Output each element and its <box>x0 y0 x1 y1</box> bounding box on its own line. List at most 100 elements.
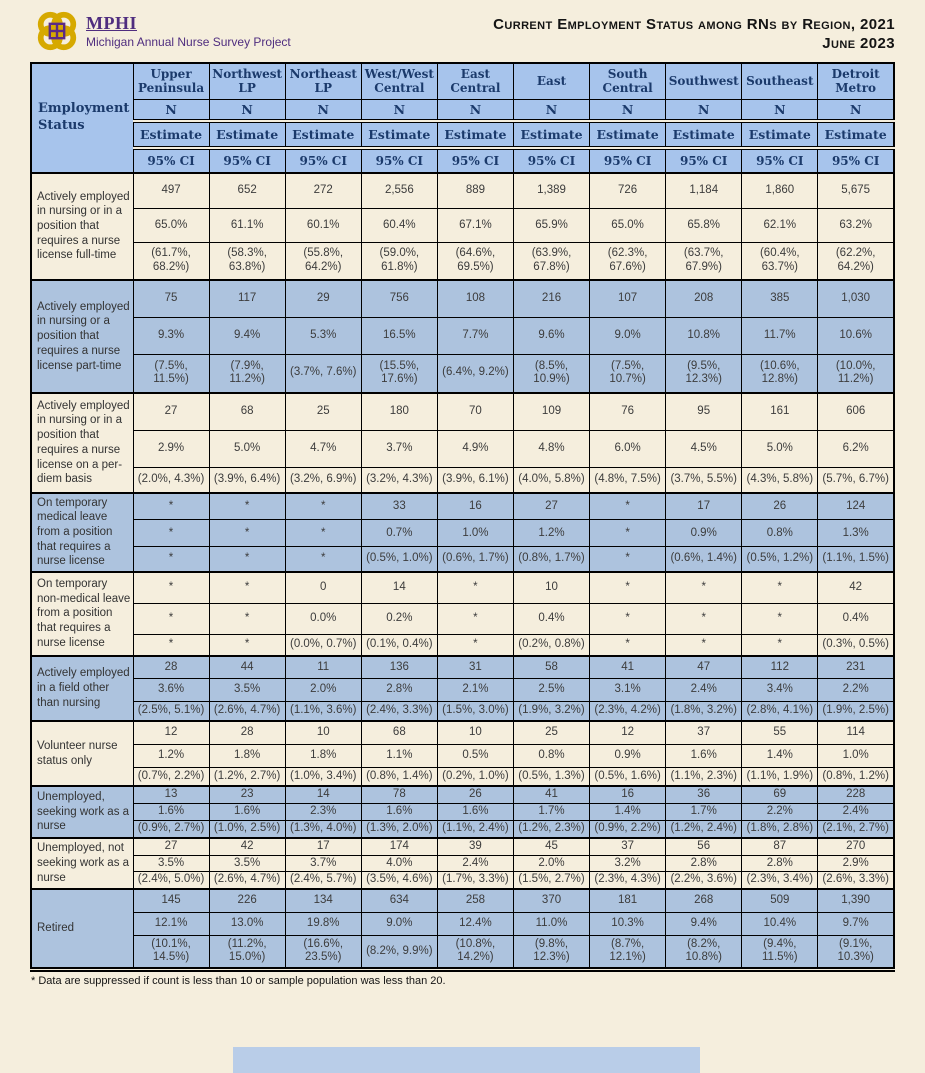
ci-cell: (0.5%, 1.2%) <box>741 546 819 573</box>
ci-cell: (2.1%, 2.7%) <box>817 819 895 839</box>
estimate-header: Estimate <box>436 120 514 150</box>
n-header: N <box>360 98 438 123</box>
n-cell: 95 <box>665 392 743 431</box>
ci-cell: (7.9%, 11.2%) <box>208 353 286 394</box>
estimate-cell: 9.6% <box>512 316 591 355</box>
header-region-row: Employment Status Upper Peninsula Northwes… <box>30 62 895 174</box>
estimate-cell: 2.3% <box>284 803 362 821</box>
estimate-cell: 4.9% <box>436 429 514 468</box>
estimate-cell: 1.6% <box>436 803 514 821</box>
report-title: Current Employment Status among RNs by R… <box>493 16 895 54</box>
n-cell: 70 <box>436 392 514 431</box>
ci-cell: (2.6%, 4.7%) <box>208 871 286 890</box>
estimate-cell: 0.5% <box>436 743 514 768</box>
table-row: On temporary medical leave from a positi… <box>30 491 895 573</box>
estimate-cell: 61.1% <box>208 207 286 244</box>
n-cell: 14 <box>360 571 438 604</box>
n-cell: * <box>589 571 667 604</box>
n-cell: 69 <box>741 785 819 805</box>
n-cell: * <box>284 491 362 521</box>
title-line-2: June 2023 <box>822 34 895 52</box>
estimate-cell: 1.0% <box>436 519 514 548</box>
n-cell: 10 <box>436 719 514 745</box>
brand-block: MPHI Michigan Annual Nurse Survey Projec… <box>30 8 291 59</box>
region-header: South Central <box>589 62 667 100</box>
estimate-cell: 0.4% <box>512 602 591 635</box>
header-estimate-row: Estimate Estimate Estimate Estimate Estimate… <box>31 120 895 150</box>
table-row: 3.5% 3.5% 3.7% 4.0% 2.4% 2.0% 3.2% 2.8% 2.8% 2.9% <box>31 854 895 873</box>
n-cell: 33 <box>360 491 438 521</box>
n-header: N <box>817 98 895 123</box>
estimate-cell: 3.5% <box>208 854 286 873</box>
n-cell: 17 <box>284 836 362 856</box>
estimate-cell: 10.3% <box>589 911 667 936</box>
region-header: Northeast LP <box>284 62 362 100</box>
estimate-cell: 16.5% <box>360 316 438 355</box>
estimate-cell: 13.0% <box>208 911 286 936</box>
estimate-cell: 2.4% <box>436 854 514 873</box>
estimate-cell: 67.1% <box>436 207 514 244</box>
table-row: (7.5%, 11.5%) (7.9%, 11.2%) (3.7%, 7.6%) (1… <box>31 353 895 394</box>
region-header: Northwest LP <box>208 62 286 100</box>
ci-cell: (11.2%, 15.0%) <box>208 934 286 971</box>
estimate-header: Estimate <box>208 120 286 150</box>
region-header: Detroit Metro <box>817 62 895 100</box>
estimate-cell: 2.0% <box>284 678 362 703</box>
n-cell: 180 <box>360 392 438 431</box>
n-cell: 75 <box>132 278 210 318</box>
table-row: Actively employed in a field other than … <box>30 654 895 722</box>
n-cell: 385 <box>741 278 819 318</box>
ci-header: 95% CI <box>132 147 210 174</box>
estimate-cell: * <box>208 602 286 635</box>
estimate-cell: 9.4% <box>665 911 743 936</box>
row-label: Actively employed in nursing or in a pos… <box>30 392 134 494</box>
estimate-cell: 7.7% <box>436 316 514 355</box>
estimate-cell: 4.5% <box>665 429 743 468</box>
ci-cell: (62.3%, 67.6%) <box>589 242 667 281</box>
n-cell: 58 <box>512 654 591 680</box>
estimate-cell: 6.0% <box>589 429 667 468</box>
n-cell: 41 <box>589 654 667 680</box>
n-cell: 39 <box>436 836 514 856</box>
n-cell: 216 <box>512 278 591 318</box>
ci-cell: (1.0%, 2.5%) <box>208 819 286 839</box>
ci-cell: (59.0%, 61.8%) <box>360 242 438 281</box>
n-cell: 10 <box>512 571 591 604</box>
estimate-cell: 3.5% <box>132 854 210 873</box>
n-cell: 1,184 <box>665 171 743 209</box>
table-row: 65.0% 61.1% 60.1% 60.4% 67.1% 65.9% 65.0% 65.8%… <box>31 207 895 244</box>
ci-cell: (4.0%, 5.8%) <box>512 466 591 494</box>
table-row: (2.5%, 5.1%) (2.6%, 4.7%) (1.1%, 3.6%) (2.4… <box>31 701 895 722</box>
ci-cell: (1.3%, 2.0%) <box>360 819 438 839</box>
n-cell: 26 <box>436 785 514 805</box>
ci-cell: (8.2%, 10.8%) <box>665 934 743 971</box>
table-row: Volunteer nurse status only 12 28 10 68 10 25 1… <box>30 719 895 787</box>
ci-cell: (1.9%, 3.2%) <box>512 701 591 722</box>
ci-cell: (1.8%, 3.2%) <box>665 701 743 722</box>
estimate-cell: 2.0% <box>512 854 591 873</box>
estimate-cell: 1.0% <box>817 743 895 768</box>
n-cell: 117 <box>208 278 286 318</box>
estimate-cell: 4.8% <box>512 429 591 468</box>
estimate-cell: 0.0% <box>284 602 362 635</box>
ci-cell: (8.5%, 10.9%) <box>512 353 591 394</box>
ci-cell: * <box>589 633 667 657</box>
region-header: East <box>512 62 591 100</box>
n-cell: 16 <box>436 491 514 521</box>
estimate-cell: 2.8% <box>741 854 819 873</box>
estimate-cell: 1.4% <box>589 803 667 821</box>
report-page: MPHI Michigan Annual Nurse Survey Projec… <box>30 8 895 987</box>
n-cell: 55 <box>741 719 819 745</box>
estimate-cell: 1.7% <box>665 803 743 821</box>
region-header: Upper Peninsula <box>132 62 210 100</box>
ci-cell: (4.3%, 5.8%) <box>741 466 819 494</box>
ci-cell: (0.7%, 2.2%) <box>132 766 210 787</box>
table-row: * * 0.0% 0.2% * 0.4% * * * 0.4% <box>31 602 895 635</box>
n-cell: 174 <box>360 836 438 856</box>
table-row: 12.1% 13.0% 19.8% 9.0% 12.4% 11.0% 10.3% 9.4% 10… <box>31 911 895 936</box>
ci-cell: (9.5%, 12.3%) <box>665 353 743 394</box>
ci-cell: * <box>741 633 819 657</box>
ci-cell: (1.1%, 2.4%) <box>436 819 514 839</box>
n-cell: * <box>436 571 514 604</box>
estimate-cell: 1.3% <box>817 519 895 548</box>
